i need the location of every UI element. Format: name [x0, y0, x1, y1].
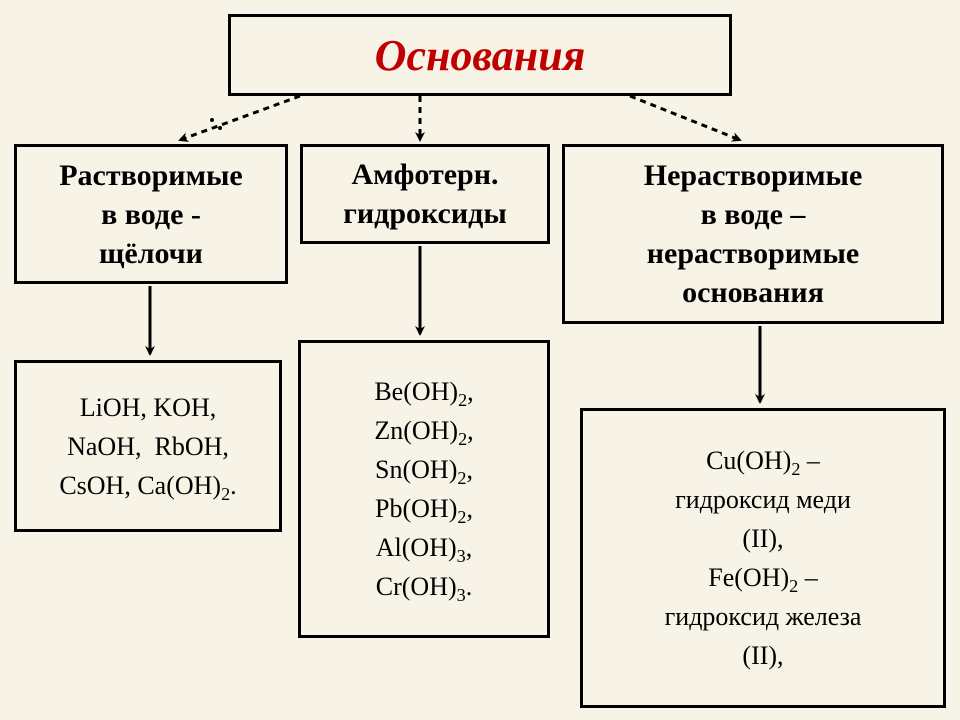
- formula-line: Pb(OH)2,: [375, 489, 473, 528]
- title-box: Основания: [228, 14, 732, 96]
- formula-line: CsOH, Ca(OH)2.: [59, 466, 236, 505]
- category-line: основания: [682, 273, 824, 312]
- formula-line: гидроксид железа: [665, 597, 862, 636]
- formula-line: LiOH, KOH,: [80, 388, 217, 427]
- examples-soluble-ex: LiOH, KOH,NaOH, RbOH,CsOH, Ca(OH)2.: [14, 360, 282, 532]
- formula-line: Fe(OH)2 –: [708, 558, 817, 597]
- examples-insoluble-ex: Cu(OH)2 –гидроксид меди(II),Fe(OH)2 –гид…: [580, 408, 946, 708]
- category-line: нерастворимые: [647, 234, 859, 273]
- formula-line: (II),: [742, 636, 783, 675]
- category-line: в воде -: [101, 195, 201, 234]
- formula-line: Al(OH)3,: [376, 528, 472, 567]
- examples-amphoteric-ex: Be(OH)2,Zn(OH)2,Sn(OH)2,Pb(OH)2,Al(OH)3,…: [298, 340, 550, 638]
- category-insoluble: Нерастворимыев воде –нерастворимыеоснова…: [562, 144, 944, 324]
- title-text: Основания: [375, 30, 586, 81]
- formula-line: NaOH, RbOH,: [67, 427, 229, 466]
- category-line: Растворимые: [59, 156, 243, 195]
- formula-line: Cu(OH)2 –: [706, 441, 820, 480]
- formula-line: (II),: [742, 519, 783, 558]
- category-soluble: Растворимыев воде -щёлочи: [14, 144, 288, 284]
- category-amphoteric: Амфотерн.гидроксиды: [300, 144, 550, 244]
- formula-line: Be(OH)2,: [374, 372, 473, 411]
- category-line: Амфотерн.: [352, 155, 499, 194]
- category-line: гидроксиды: [343, 194, 507, 233]
- category-line: щёлочи: [99, 234, 203, 273]
- formula-line: Sn(OH)2,: [375, 450, 473, 489]
- formula-line: Cr(OH)3.: [376, 567, 472, 606]
- category-line: в воде –: [701, 195, 806, 234]
- formula-line: Zn(OH)2,: [374, 411, 473, 450]
- formula-line: гидроксид меди: [675, 480, 851, 519]
- category-line: Нерастворимые: [644, 156, 863, 195]
